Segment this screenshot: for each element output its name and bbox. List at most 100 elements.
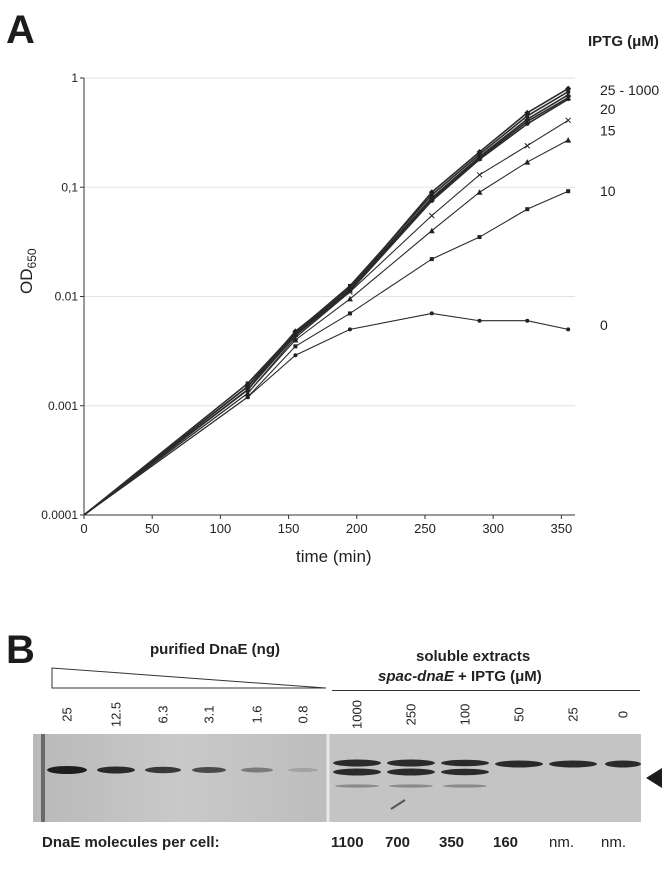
- y-tick-label: 1: [71, 71, 78, 85]
- molecules-value: 350: [439, 834, 465, 851]
- lane-label: 0: [615, 710, 631, 719]
- data-point: [245, 387, 250, 392]
- data-point: [245, 381, 250, 386]
- data-point: [429, 198, 434, 203]
- data-point: [476, 189, 483, 195]
- purified-dnae-label: purified DnaE (ng): [150, 641, 280, 658]
- data-point: [346, 295, 353, 302]
- iptg-legend-title: IPTG (μM): [588, 33, 659, 50]
- band-arrow-icon: [646, 768, 662, 788]
- molecules-value: nm.: [549, 834, 575, 851]
- data-point: [525, 113, 530, 118]
- data-point: [477, 157, 482, 162]
- series-line: [83, 98, 569, 516]
- data-point: [477, 318, 482, 323]
- data-point: [476, 171, 483, 178]
- y-axis-label-sub: 650: [25, 248, 40, 269]
- data-point: [565, 117, 572, 124]
- data-point: [347, 311, 352, 316]
- data-point: [566, 97, 571, 102]
- lane-label: 25: [59, 707, 75, 722]
- lane-label: 50: [511, 707, 527, 722]
- molecules-value: 700: [385, 834, 411, 851]
- series-label: 10: [600, 183, 616, 199]
- series-label: 0: [600, 317, 608, 333]
- series-line: [83, 87, 569, 516]
- series-line: [83, 139, 569, 516]
- data-point: [245, 395, 250, 400]
- series-line: [83, 190, 569, 516]
- molecules-value: 1100: [331, 834, 364, 851]
- series-label: 20: [600, 101, 616, 117]
- x-tick-label: 100: [210, 521, 232, 536]
- data-point: [347, 327, 352, 332]
- chart-series: [83, 85, 572, 516]
- lane-label: 3.1: [201, 705, 217, 724]
- strain-name: spac-dnaE: [378, 668, 454, 685]
- data-point: [293, 353, 298, 358]
- x-axis-label: time (min): [296, 547, 372, 566]
- y-tick-label: 0,1: [61, 180, 78, 194]
- data-point: [244, 390, 251, 396]
- x-tick-label: 200: [346, 521, 368, 536]
- x-tick-label: 300: [482, 521, 504, 536]
- x-tick-label: 150: [278, 521, 300, 536]
- series-line: [83, 90, 569, 516]
- data-point: [524, 142, 531, 149]
- data-point: [566, 327, 571, 332]
- data-point: [428, 212, 435, 219]
- data-point: [525, 121, 530, 126]
- series-label: 15: [600, 123, 616, 139]
- x-tick-label: 50: [145, 521, 159, 536]
- molecules-value: 160: [493, 834, 519, 851]
- x-tick-label: 350: [551, 521, 573, 536]
- lane-label: 0.8: [295, 705, 311, 724]
- lane-label: 1000: [349, 700, 365, 729]
- lane-label: 250: [403, 703, 419, 726]
- molecules-value: nm.: [601, 834, 627, 851]
- iptg-legend-title-text: IPTG (μM): [588, 33, 659, 50]
- chart-axes: [80, 77, 575, 519]
- iptg-unit-text: + IPTG (μM): [453, 668, 542, 685]
- series-line: [83, 97, 569, 516]
- data-point: [566, 89, 571, 94]
- lane-label: 12.5: [108, 701, 124, 728]
- data-point: [428, 227, 435, 234]
- chart-tick-labels: 0.0001 0.001 0.01 0,1 1 0 50 100 150 200 250 300 350: [41, 71, 572, 536]
- data-point: [347, 289, 353, 295]
- molecules-per-cell-label: DnaE molecules per cell:: [42, 834, 220, 851]
- y-tick-label: 0.01: [55, 290, 79, 304]
- series-label: 25 - 1000: [600, 82, 659, 98]
- lane-label: 25: [565, 707, 581, 722]
- data-point: [566, 189, 571, 194]
- x-tick-label: 250: [414, 521, 436, 536]
- chart-series-labels: 25 - 1000 20 15 10 0: [600, 82, 659, 333]
- y-axis-label: OD650: [17, 231, 39, 311]
- data-point: [293, 344, 298, 349]
- data-point: [525, 318, 530, 323]
- series-line: [83, 312, 569, 516]
- data-point: [477, 235, 482, 240]
- lane-label: 100: [457, 703, 473, 726]
- extracts-divider: [332, 690, 640, 691]
- concentration-wedge: [51, 667, 327, 689]
- y-axis-label-main: OD: [16, 268, 36, 294]
- panel-b-letter: B: [6, 628, 35, 672]
- chart-gridlines: [84, 77, 575, 407]
- data-point: [429, 311, 434, 316]
- data-point: [292, 336, 299, 343]
- y-tick-label: 0.001: [48, 399, 78, 413]
- series-line: [83, 94, 569, 516]
- lane-label: 6.3: [155, 705, 171, 724]
- western-blot-image: [33, 734, 641, 822]
- y-tick-label: 0.0001: [41, 508, 78, 522]
- soluble-extracts-subtitle: spac-dnaE + IPTG (μM): [378, 668, 542, 685]
- data-point: [565, 137, 572, 143]
- data-point: [525, 207, 530, 212]
- soluble-extracts-label: soluble extracts: [416, 648, 531, 665]
- x-tick-label: 0: [80, 521, 87, 536]
- data-point: [429, 257, 434, 262]
- data-point: [524, 159, 531, 165]
- lane-label: 1.6: [249, 705, 265, 724]
